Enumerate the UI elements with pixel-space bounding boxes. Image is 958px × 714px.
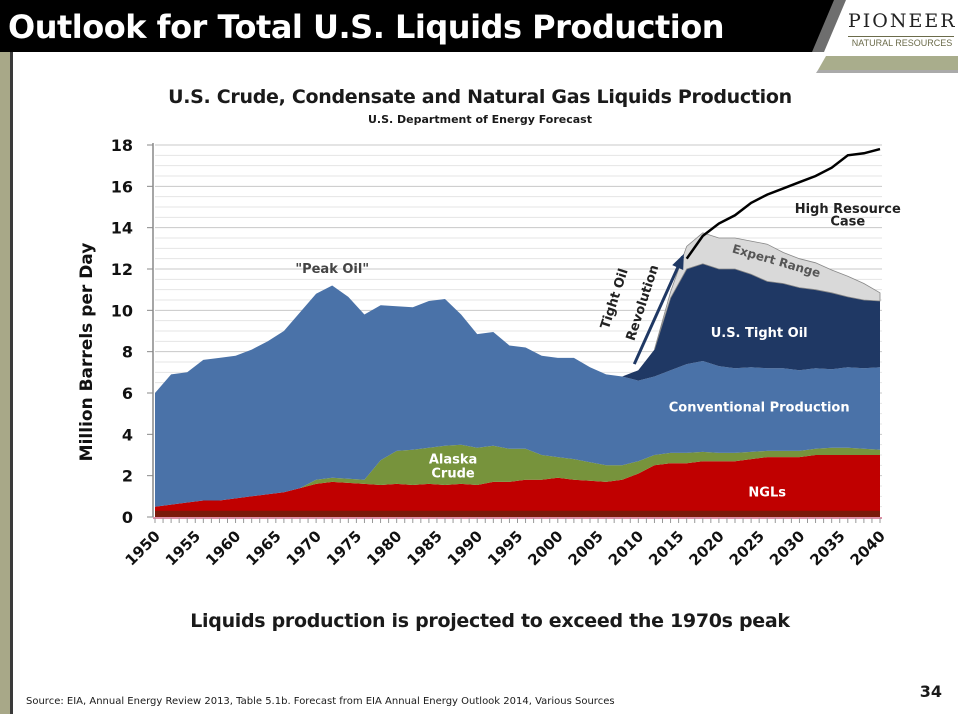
x-tick-label: 1990: [444, 527, 486, 569]
stacked-areas: [155, 232, 881, 517]
x-tick-label: 2010: [605, 527, 647, 569]
logo-name: PIONEER: [848, 10, 957, 32]
header-bar: [0, 0, 958, 52]
axes: [147, 143, 882, 523]
x-tick-label: 1960: [202, 527, 244, 569]
logo-subtitle: NATURAL RESOURCES: [851, 38, 953, 48]
x-tick-label: 1965: [242, 527, 284, 569]
arrow-shaft: [632, 255, 685, 365]
y-tick-label: 14: [111, 219, 133, 238]
x-tick-label: 2025: [726, 527, 768, 569]
logo-background: [812, 0, 958, 73]
annotation-alaska: Alaska: [429, 452, 477, 467]
area-ngl-base-band: [155, 510, 880, 517]
x-tick-label: 1950: [122, 527, 164, 569]
chart-subtitle: U.S. Department of Energy Forecast: [368, 113, 592, 126]
y-tick-label: 0: [122, 508, 133, 527]
left-accent-shadow: [10, 52, 13, 714]
annotation-tight-oil: Tight Oil: [598, 267, 632, 331]
page-number: 34: [919, 682, 942, 701]
annotation-high-resource: High Resource: [795, 202, 901, 217]
source-note: Source: EIA, Annual Energy Review 2013, …: [26, 696, 615, 707]
slide-title: Outlook for Total U.S. Liquids Productio…: [8, 8, 725, 46]
y-tick-label: 6: [122, 384, 133, 403]
x-tick-label: 2030: [766, 527, 808, 569]
annotation-ngls: NGLs: [748, 485, 786, 500]
y-tick-labels: 0 2 4 6 8 10 12 14 16 18: [111, 136, 133, 527]
y-tick-label: 18: [111, 136, 133, 155]
x-tick-label: 1980: [363, 527, 405, 569]
y-tick-label: 8: [122, 343, 133, 362]
y-tick-label: 16: [111, 177, 133, 196]
y-tick-label: 2: [122, 467, 133, 486]
area-expert-range: [654, 232, 881, 350]
y-tick-label: 12: [111, 260, 133, 279]
x-tick-labels: 1950195519601965197019751980198519901995…: [122, 527, 889, 569]
area-conventional-production: [155, 285, 880, 507]
area-u-s-tight-oil: [622, 263, 880, 381]
x-tick-label: 2040: [847, 527, 889, 569]
x-tick-label: 1995: [484, 527, 526, 569]
y-axis-label: Million Barrels per Day: [77, 243, 97, 462]
x-tick-label: 2015: [645, 527, 687, 569]
x-tick-label: 1955: [162, 527, 204, 569]
y-tick-label: 4: [122, 425, 133, 444]
area-ngls: [155, 455, 880, 517]
y-tick-label: 10: [111, 301, 133, 320]
tight-oil-arrow: [632, 253, 685, 365]
logo-divider: [848, 36, 954, 37]
x-tick-label: 1975: [323, 527, 365, 569]
arrow-head: [672, 253, 684, 271]
annotation-crude: Crude: [431, 467, 475, 482]
line-high-resource-case: [685, 147, 881, 260]
annotation-case: Case: [830, 215, 865, 230]
left-accent-strip: [0, 52, 10, 714]
x-tick-label: 2035: [806, 527, 848, 569]
x-tick-label: 2000: [524, 527, 566, 569]
x-tick-label: 1985: [404, 527, 446, 569]
annotation--peak-oil-: "Peak Oil": [295, 262, 369, 277]
takeaway-text: Liquids production is projected to excee…: [190, 610, 790, 632]
annotation-u-s-tight-oil: U.S. Tight Oil: [711, 326, 808, 341]
x-tick-label: 1970: [283, 527, 325, 569]
x-tick-label: 2020: [685, 527, 727, 569]
annotation-conventional-production: Conventional Production: [669, 401, 850, 416]
line-series: [685, 147, 881, 260]
chart-title: U.S. Crude, Condensate and Natural Gas L…: [168, 86, 792, 108]
x-tick-label: 2005: [565, 527, 607, 569]
area-alaska-crude: [300, 444, 880, 489]
